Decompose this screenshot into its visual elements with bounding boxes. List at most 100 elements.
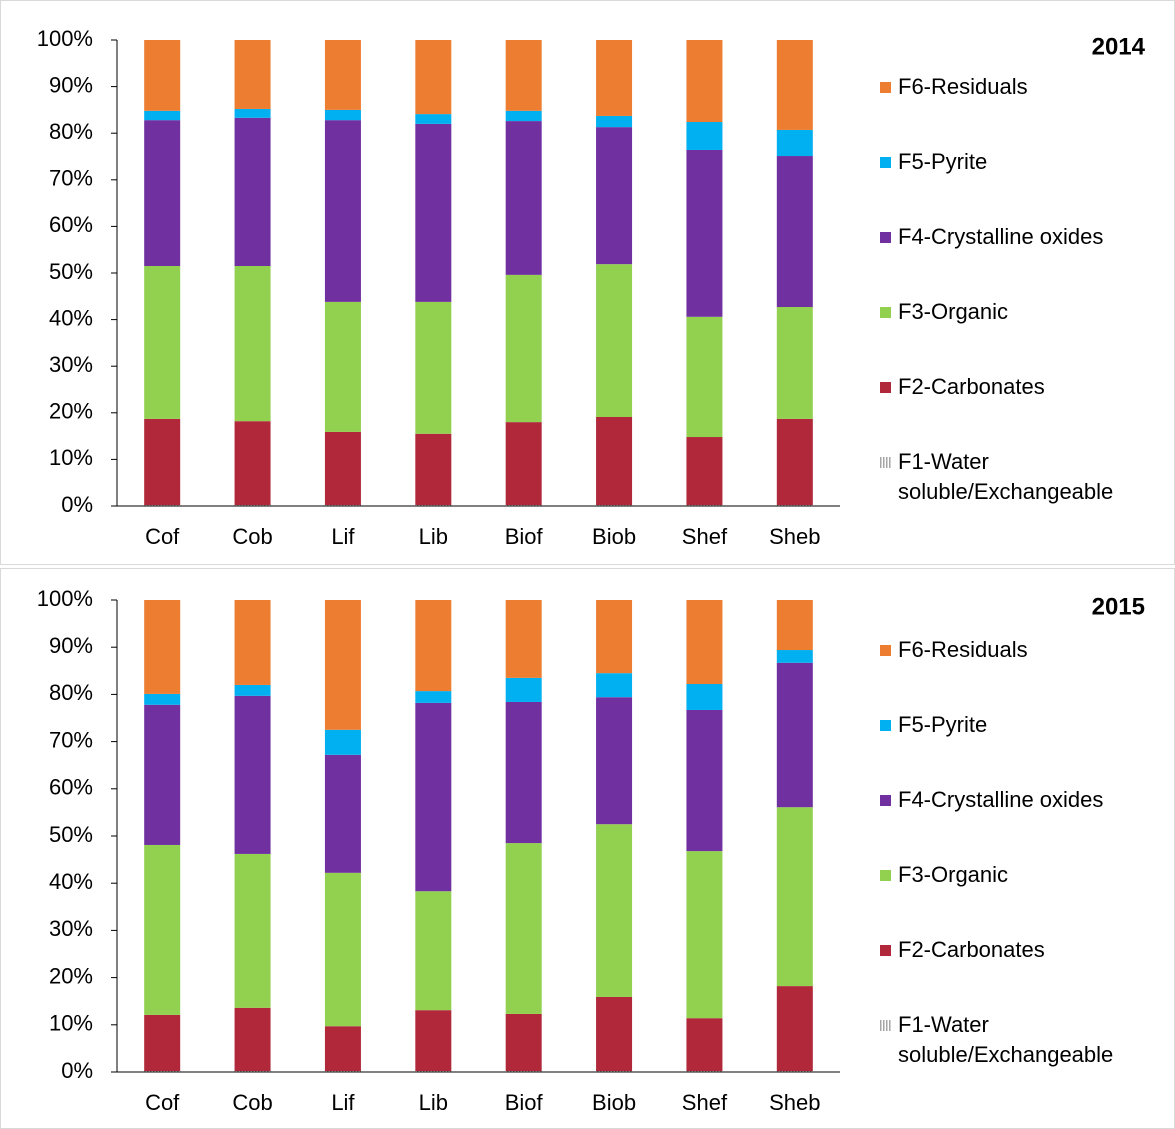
legend-swatch: [880, 645, 891, 656]
bar-segment: [234, 853, 271, 1008]
bar-segment: [144, 40, 181, 111]
x-tick-label: Sheb: [769, 1090, 820, 1115]
bar-segment: [144, 693, 181, 705]
chart-title: 2015: [1092, 593, 1145, 620]
bar-segment: [234, 40, 271, 109]
y-tick-label: 70%: [49, 166, 93, 191]
y-tick-label: 20%: [49, 963, 93, 988]
legend-label: F1-Water soluble/Exchangeable: [898, 449, 1114, 504]
x-tick-label: Cob: [232, 524, 272, 549]
bar-segment: [324, 754, 361, 873]
y-tick-label: 90%: [49, 633, 93, 658]
legend-swatch: [880, 82, 891, 93]
bar-segment: [686, 684, 723, 710]
bar-segment: [686, 437, 723, 506]
bar-segment: [505, 701, 542, 844]
bar-segment: [686, 122, 723, 150]
bar-segment: [144, 266, 181, 419]
bar-segment: [144, 844, 181, 1015]
legend-entry: F4-Crystalline oxides: [876, 785, 1146, 815]
bar-segment: [415, 433, 452, 506]
legend-label: F6-Residuals: [898, 74, 1028, 99]
bar-segment: [776, 307, 813, 419]
x-tick-label: Cof: [145, 524, 180, 549]
legend-label: F4-Crystalline oxides: [898, 224, 1104, 249]
legend-label: F4-Crystalline oxides: [898, 787, 1104, 812]
y-tick-label: 50%: [49, 259, 93, 284]
legend-swatch: [880, 382, 891, 393]
bar-segment: [144, 1014, 181, 1072]
legend-entry: F1-Water soluble/Exchangeable: [876, 447, 1146, 507]
x-tick-label: Biob: [592, 524, 636, 549]
bar-segment: [234, 421, 271, 506]
legend-swatch: [880, 307, 891, 318]
bar-segment: [686, 709, 723, 852]
bar-segment: [144, 110, 181, 121]
legend-label: F6-Residuals: [898, 637, 1028, 662]
bar-segment: [596, 697, 633, 825]
bar-segment: [144, 600, 181, 694]
y-tick-label: 10%: [49, 1011, 93, 1036]
y-tick-label: 0%: [61, 1058, 93, 1083]
legend-entry: F3-Organic: [876, 297, 1146, 327]
bar-segment: [505, 422, 542, 506]
bar-segment: [324, 40, 361, 110]
legend-entry: F6-Residuals: [876, 635, 1146, 665]
y-tick-label: 70%: [49, 727, 93, 752]
bar-segment: [234, 684, 271, 696]
legend-swatch: [880, 870, 891, 881]
bar-segment: [776, 156, 813, 308]
bar-segment: [596, 115, 633, 128]
bar-segment: [596, 127, 633, 265]
x-tick-label: Biob: [592, 1090, 636, 1115]
y-tick-label: 40%: [49, 305, 93, 330]
bar-segment: [596, 264, 633, 417]
y-tick-label: 40%: [49, 869, 93, 894]
x-tick-label: Biof: [505, 524, 544, 549]
y-tick-label: 20%: [49, 399, 93, 424]
bar-segment: [686, 40, 723, 123]
y-tick-label: 80%: [49, 680, 93, 705]
bar-segment: [776, 650, 813, 663]
bar-segment: [686, 316, 723, 438]
x-tick-label: Lif: [331, 524, 355, 549]
bar-segment: [324, 872, 361, 1027]
y-tick-label: 30%: [49, 916, 93, 941]
bar-segment: [776, 600, 813, 651]
bar-segment: [776, 986, 813, 1072]
legend-entry: F2-Carbonates: [876, 935, 1146, 965]
x-tick-label: Sheb: [769, 524, 820, 549]
bar-segment: [596, 416, 633, 506]
legend-label: F1-Water soluble/Exchangeable: [898, 1012, 1114, 1067]
legend-swatch: [880, 1020, 891, 1031]
legend-label: F3-Organic: [898, 862, 1009, 887]
bar-segment: [234, 600, 271, 685]
bar-segment: [415, 702, 452, 892]
chart-title: 2014: [1092, 33, 1146, 60]
bar-segment: [234, 1007, 271, 1072]
legend-entry: F1-Water soluble/Exchangeable: [876, 1010, 1146, 1070]
bar-segment: [415, 301, 452, 434]
bar-segment: [776, 807, 813, 987]
x-tick-label: Lib: [419, 524, 448, 549]
bar-segment: [324, 109, 361, 121]
legend-entry: F3-Organic: [876, 860, 1146, 890]
bar-segment: [505, 110, 542, 122]
bar-segment: [686, 851, 723, 1019]
bar-segment: [505, 40, 542, 111]
y-tick-label: 100%: [37, 26, 93, 51]
bar-segment: [324, 301, 361, 432]
legend-label: F3-Organic: [898, 299, 1009, 324]
bar-segment: [686, 1018, 723, 1072]
legend-swatch: [880, 232, 891, 243]
y-tick-label: 50%: [49, 822, 93, 847]
x-tick-label: Lib: [419, 1090, 448, 1115]
bar-segment: [234, 117, 271, 267]
x-tick-label: Shef: [682, 1090, 728, 1115]
y-tick-label: 80%: [49, 119, 93, 144]
legend-label: F5-Pyrite: [898, 712, 988, 737]
legend-entry: F6-Residuals: [876, 72, 1146, 102]
bar-segment: [686, 149, 723, 317]
y-tick-label: 60%: [49, 775, 93, 800]
